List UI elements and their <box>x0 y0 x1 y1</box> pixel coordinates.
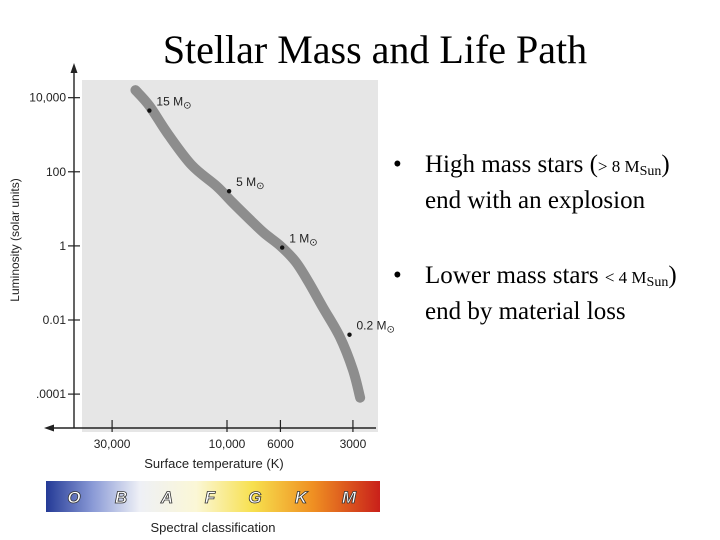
star-point <box>279 245 285 250</box>
x-tick-label: 30,000 <box>94 437 131 451</box>
sun-symbol: ⊙ <box>183 101 191 112</box>
bullet-list: • High mass stars (> 8 MSun) end with an… <box>393 150 713 372</box>
star-point <box>147 108 152 113</box>
bullet-text-close: ) <box>661 151 670 178</box>
star-point <box>347 332 352 337</box>
bullet-text-line2: end by material loss <box>425 298 626 325</box>
spectral-bar <box>46 481 380 512</box>
x-axis-label: Surface temperature (K) <box>144 456 283 471</box>
spectral-class-B: B <box>115 488 127 507</box>
bullet-marker: • <box>393 151 402 178</box>
spectral-class-K: K <box>295 488 309 507</box>
bullet-text: Lower mass stars <box>425 262 605 289</box>
spectral-class-O: O <box>67 488 80 507</box>
sun-subscript: Sun <box>639 164 662 179</box>
y-tick-label: 100 <box>46 165 66 179</box>
mass-value: 0.2 M <box>357 319 387 333</box>
y-axis-label: Luminosity (solar units) <box>8 178 22 301</box>
spectral-class-G: G <box>248 488 261 507</box>
y-tick-label: .0001 <box>36 387 66 401</box>
mass-condition: < 4 M <box>604 268 647 287</box>
slide-title: Stellar Mass and Life Path <box>162 27 588 72</box>
bullet-text: High mass stars ( <box>425 151 598 178</box>
bullet-text-line2: end with an explosion <box>425 187 646 214</box>
mass-value: 15 M <box>156 95 183 109</box>
bullet-high-mass: • High mass stars (> 8 MSun) end with an… <box>393 150 713 215</box>
sun-symbol: ⊙ <box>387 325 395 336</box>
x-axis-arrow <box>44 424 54 432</box>
mass-condition: > 8 M <box>597 157 640 176</box>
star-mass-label: 5 M⊙ <box>236 175 264 192</box>
x-tick-label: 6000 <box>267 437 294 451</box>
spectral-label: Spectral classification <box>151 520 276 535</box>
spectral-class-F: F <box>205 488 216 507</box>
y-tick-label: 10,000 <box>29 91 66 105</box>
spectral-class-M: M <box>342 488 357 507</box>
plot-area <box>82 80 378 432</box>
sun-symbol: ⊙ <box>256 181 264 192</box>
hr-diagram: 15 M⊙5 M⊙1 M⊙0.2 M⊙ 10,00010010.01.0001 … <box>8 63 395 535</box>
star-mass-label: 15 M⊙ <box>156 95 191 112</box>
mass-value: 5 M <box>236 175 256 189</box>
main-sequence-band <box>130 85 366 403</box>
star-point <box>226 188 232 194</box>
x-tick-label: 10,000 <box>209 437 246 451</box>
x-tick-label: 3000 <box>340 437 367 451</box>
y-tick-label: 1 <box>59 239 66 253</box>
bullet-low-mass: • Lower mass stars < 4 MSun) end by mate… <box>393 261 713 326</box>
spectral-class-A: A <box>160 488 173 507</box>
star-mass-label: 0.2 M⊙ <box>357 319 395 336</box>
bullet-marker: • <box>393 262 402 289</box>
bullet-text-close: ) <box>668 262 677 289</box>
y-tick-label: 0.01 <box>43 313 67 327</box>
sun-subscript: Sun <box>646 275 669 290</box>
star-mass-label: 1 M⊙ <box>289 232 317 249</box>
mass-value: 1 M <box>289 232 309 246</box>
y-axis-arrow <box>70 63 78 73</box>
sun-symbol: ⊙ <box>309 238 317 249</box>
